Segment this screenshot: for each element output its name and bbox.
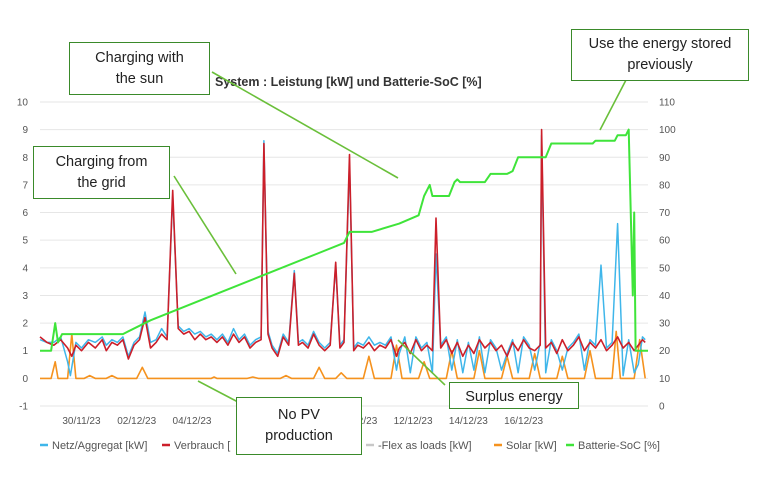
y-right-tick-label: 20	[659, 346, 671, 357]
connector-use-energy	[599, 79, 627, 131]
connector-no-pv	[197, 380, 239, 403]
y-right-tick-label: 0	[659, 402, 665, 413]
y-right-tick-label: 80	[659, 180, 671, 191]
y-left-tick-label: 10	[17, 98, 29, 109]
y-right-tick-label: 40	[659, 291, 671, 302]
y-left-tick-label: 9	[22, 125, 28, 136]
y-right-tick-label: 30	[659, 319, 671, 330]
y-left-tick-label: 0	[22, 374, 28, 385]
legend-label: Solar [kW]	[506, 440, 557, 452]
y-right-tick-label: 70	[659, 208, 671, 219]
y-left-tick-label: 2	[22, 319, 28, 330]
callout-charging-sun: Charging with the sun	[69, 42, 210, 95]
series-line-batterie-soc	[40, 128, 648, 352]
y-right-tick-label: 60	[659, 236, 671, 247]
y-left-tick-label: 3	[22, 291, 28, 302]
legend-label: Netz/Aggregat [kW]	[52, 440, 147, 452]
legend-item[interactable]: Netz/Aggregat [kW]	[40, 440, 147, 452]
x-tick-label: 14/12/23	[449, 416, 488, 427]
legend-label: Batterie-SoC [%]	[578, 440, 660, 452]
series-line-verbrauch	[39, 128, 646, 360]
series-line-solar	[40, 330, 646, 380]
legend-item[interactable]: -Flex as loads [kW]	[366, 440, 472, 452]
connector-charging-sun	[211, 71, 399, 179]
legend[interactable]: Netz/Aggregat [kW] Verbrauch [ -Flex as lo…	[40, 440, 660, 452]
callout-connectors	[173, 71, 627, 403]
callout-use-energy: Use the energy stored previously	[571, 29, 749, 81]
legend-item[interactable]: Solar [kW]	[494, 440, 557, 452]
y-right-tick-label: 50	[659, 263, 671, 274]
callout-no-pv: No PV production	[236, 397, 362, 455]
legend-item[interactable]: Batterie-SoC [%]	[566, 440, 660, 452]
legend-item[interactable]: Verbrauch [	[162, 440, 230, 452]
y-right-tick-label: 10	[659, 374, 671, 385]
y-left-tick-label: -1	[19, 402, 28, 413]
legend-label: Verbrauch [	[174, 440, 230, 452]
y-right-tick-label: 100	[659, 125, 676, 136]
y-left-tick-label: 1	[22, 346, 28, 357]
callout-surplus: Surplus energy	[449, 382, 579, 409]
x-tick-label: 30/11/23	[62, 416, 101, 427]
x-tick-label: 02/12/23	[117, 416, 156, 427]
callout-charging-grid: Charging from the grid	[33, 146, 170, 199]
y-left-tick-label: 8	[22, 153, 28, 164]
legend-label: -Flex as loads [kW]	[378, 440, 472, 452]
chart-title: System : Leistung [kW] und Batterie-SoC …	[215, 75, 482, 89]
x-tick-label: 04/12/23	[173, 416, 212, 427]
y-right-tick-label: 110	[659, 98, 675, 109]
y-left-tick-label: 5	[22, 236, 28, 247]
y-left-tick-label: 6	[22, 208, 28, 219]
y-left-tick-label: 4	[22, 263, 28, 274]
connector-surplus	[397, 339, 446, 386]
connector-charging-grid	[173, 175, 237, 275]
y-right-tick-label: 90	[659, 153, 671, 164]
y-left-tick-label: 7	[22, 180, 28, 191]
x-tick-label: 12/12/23	[394, 416, 433, 427]
x-tick-label: 16/12/23	[504, 416, 543, 427]
series-layer	[39, 128, 648, 380]
